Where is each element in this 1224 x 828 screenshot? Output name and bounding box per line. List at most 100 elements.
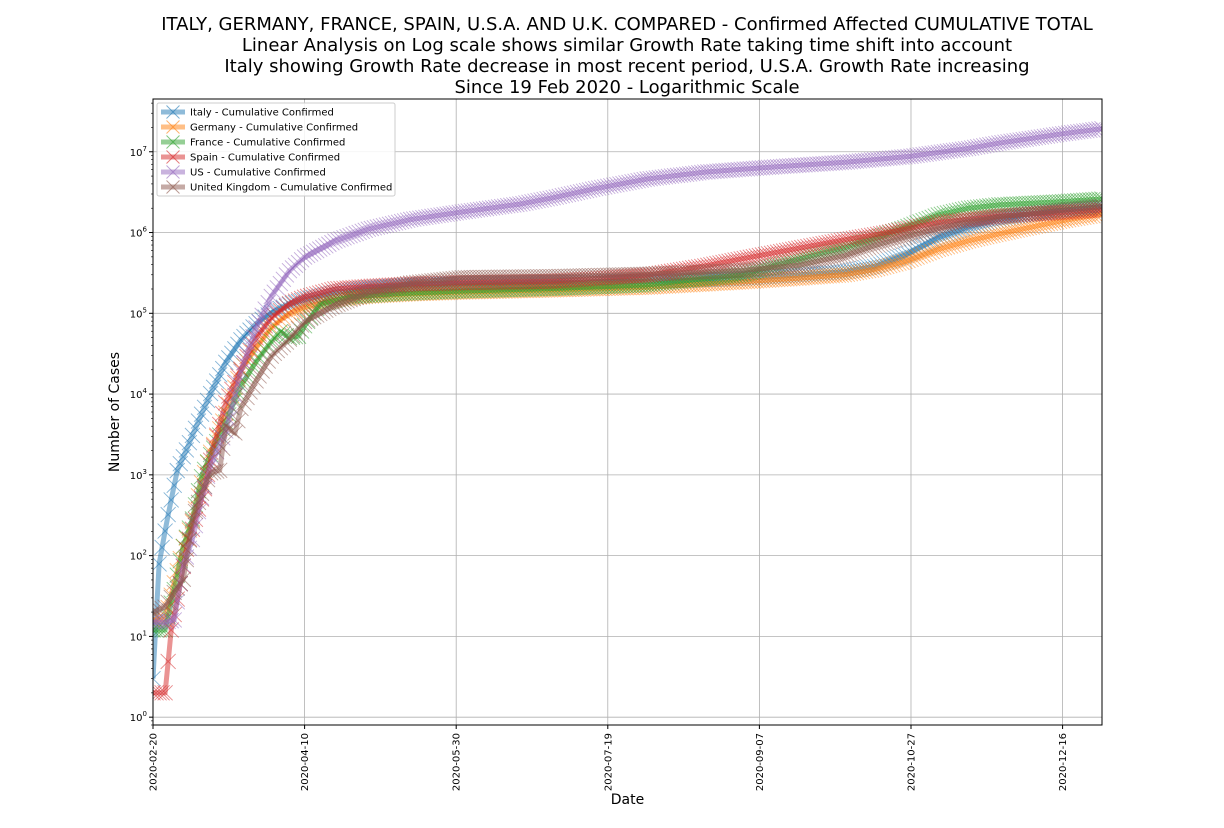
data-point-marker [891,255,907,271]
data-point-marker [390,214,407,231]
data-point-marker [1091,198,1102,215]
y-tick-label: 103 [130,468,147,482]
data-point-marker [211,366,228,383]
data-point-marker [615,267,631,283]
data-point-marker [875,259,892,275]
data-point-marker [296,249,313,265]
data-point-marker [863,238,880,255]
data-point-marker [869,236,886,253]
data-point-marker [1094,120,1102,137]
data-point-marker [275,271,292,288]
data-point-marker [581,267,598,284]
data-point-marker [584,267,601,284]
data-point-marker [854,241,871,258]
data-point-marker [927,221,944,238]
data-point-marker [302,287,319,304]
data-point-marker [460,269,477,286]
data-point-marker [308,242,325,259]
data-point-marker [603,267,619,283]
data-point-marker [302,246,319,262]
data-point-marker [833,248,850,265]
data-point-marker [560,268,577,285]
data-point-marker [217,354,234,371]
data-point-marker [505,269,522,285]
chart-title-line-4: Since 19 Feb 2020 - Logarithmic Scale [454,77,800,98]
series-layer [153,120,1102,701]
data-point-marker [239,346,255,362]
data-point-marker [387,215,404,231]
data-point-marker [878,258,895,275]
data-point-marker [290,291,307,308]
data-point-marker [348,225,364,242]
data-point-marker [536,268,552,285]
data-point-marker [842,245,859,262]
data-point-marker [936,219,953,235]
data-point-marker [251,368,267,384]
data-point-marker [512,269,528,285]
data-point-marker [915,224,931,241]
data-point-marker [299,288,316,305]
data-point-marker [360,285,377,301]
data-point-marker [530,269,546,285]
data-point-marker [348,289,364,306]
data-point-marker [478,269,495,286]
data-point-marker [539,268,555,285]
x-tick-label: 2020-10-27 [906,733,917,791]
y-tick-label: 102 [130,549,147,563]
x-tick-label: 2020-12-16 [1058,733,1069,791]
data-point-marker [933,240,950,257]
data-point-marker [208,463,225,479]
data-point-marker [214,360,231,377]
data-point-marker [169,580,186,596]
data-point-marker [160,594,176,611]
data-point-marker [945,217,962,233]
data-point-marker [909,249,925,265]
data-point-marker [457,269,474,286]
data-point-marker [924,233,941,249]
data-point-marker [251,349,267,366]
data-point-marker [627,266,643,283]
data-point-marker [866,237,883,254]
data-point-marker [909,226,925,242]
data-point-marker [311,305,328,322]
data-point-marker [254,363,270,379]
data-point-marker [839,246,856,263]
data-point-marker [596,267,613,284]
data-point-marker [563,268,580,285]
data-point-marker [366,219,383,236]
legend: Italy - Cumulative Confirmed Germany - Cu… [156,102,396,197]
data-point-marker [202,385,219,402]
data-point-marker [153,604,161,620]
data-point-marker [372,218,389,235]
data-point-marker [830,249,847,265]
data-point-marker [836,247,853,264]
data-point-marker [381,280,398,296]
data-point-marker [951,235,968,252]
data-point-marker [363,284,380,301]
data-point-marker [153,622,164,638]
data-point-marker [272,302,289,319]
y-tick-label: 105 [130,306,147,320]
data-point-marker [154,539,170,556]
data-point-marker [469,282,486,299]
data-point-marker [357,222,374,239]
data-point-marker [299,247,316,264]
data-point-marker [375,281,392,298]
data-point-marker [372,282,389,298]
legend-marker [166,150,180,164]
x-tick-label: 2020-05-30 [452,733,463,791]
data-point-marker [948,236,965,253]
data-point-marker [942,217,959,234]
data-point-marker [903,251,919,268]
data-point-marker [254,307,270,324]
data-point-marker [157,523,173,539]
data-point-marker [263,309,280,326]
data-point-marker [360,221,377,238]
data-point-marker [884,232,901,249]
legend-label: Spain - Cumulative Confirmed [190,153,340,164]
data-point-marker [502,269,519,285]
data-point-marker [163,612,180,629]
data-point-marker [378,217,395,233]
data-point-marker [884,256,901,273]
data-point-marker [342,227,358,244]
